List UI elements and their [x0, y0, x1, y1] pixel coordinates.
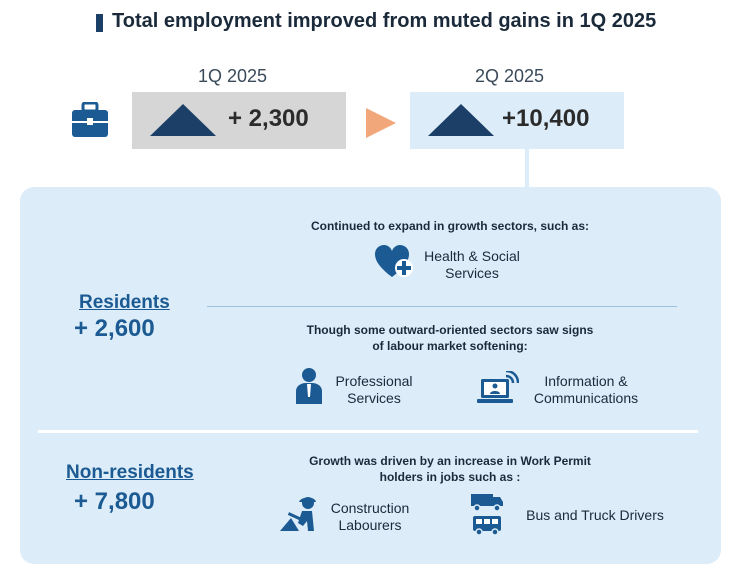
softening-note-line2: of labour market softening: — [372, 339, 528, 353]
title-marker — [96, 14, 103, 32]
connector-line — [525, 149, 529, 189]
work-permit-note-line1: Growth was driven by an increase in Work… — [309, 454, 591, 468]
residents-title: Residents — [79, 292, 170, 313]
health-heart-icon — [375, 245, 413, 277]
increase-triangle-icon — [150, 104, 216, 136]
professional-person-icon — [296, 368, 322, 404]
health-sector-label: Health & Social Services — [418, 248, 526, 282]
increase-triangle-icon — [428, 104, 494, 136]
construction-line2: Labourers — [338, 517, 402, 533]
growth-sectors-note: Continued to expand in growth sectors, s… — [310, 219, 590, 233]
info-line1: Information & — [544, 373, 628, 389]
professional-line1: Professional — [335, 373, 413, 389]
page-title: Total employment improved from muted gai… — [112, 10, 657, 32]
softening-note: Though some outward-oriented sectors saw… — [290, 322, 610, 354]
quarter-2-value: +10,400 — [502, 105, 590, 132]
laptop-signal-icon — [477, 371, 519, 403]
drivers-label: Bus and Truck Drivers — [526, 507, 664, 523]
residents-value: + 2,600 — [74, 315, 155, 342]
softening-note-line1: Though some outward-oriented sectors saw… — [306, 323, 594, 337]
professional-services-label: Professional Services — [326, 373, 422, 407]
work-permit-note: Growth was driven by an increase in Work… — [290, 453, 610, 485]
section-divider — [38, 430, 698, 433]
construction-line1: Construction — [330, 500, 410, 516]
quarter-1-value: + 2,300 — [228, 105, 309, 132]
quarter-2-box: +10,400 — [410, 92, 624, 149]
non-residents-title: Non-residents — [66, 462, 194, 483]
health-sector-line1: Health & Social — [424, 248, 520, 264]
health-sector-line2: Services — [445, 265, 499, 281]
residents-divider — [207, 306, 677, 307]
quarter-1-box: + 2,300 — [132, 92, 346, 149]
construction-worker-icon — [280, 497, 316, 531]
info-comms-label: Information & Communications — [524, 373, 648, 407]
professional-line2: Services — [347, 390, 401, 406]
construction-label: Construction Labourers — [322, 500, 418, 534]
breakdown-panel — [20, 187, 721, 564]
quarter-2-label: 2Q 2025 — [475, 66, 545, 86]
bus-truck-icon — [471, 494, 503, 536]
info-line2: Communications — [533, 390, 639, 406]
briefcase-icon — [72, 102, 108, 137]
work-permit-note-line2: holders in jobs such as : — [379, 470, 521, 484]
arrow-right-icon — [366, 108, 396, 138]
quarter-1-label: 1Q 2025 — [198, 66, 268, 86]
non-residents-value: + 7,800 — [74, 488, 155, 515]
